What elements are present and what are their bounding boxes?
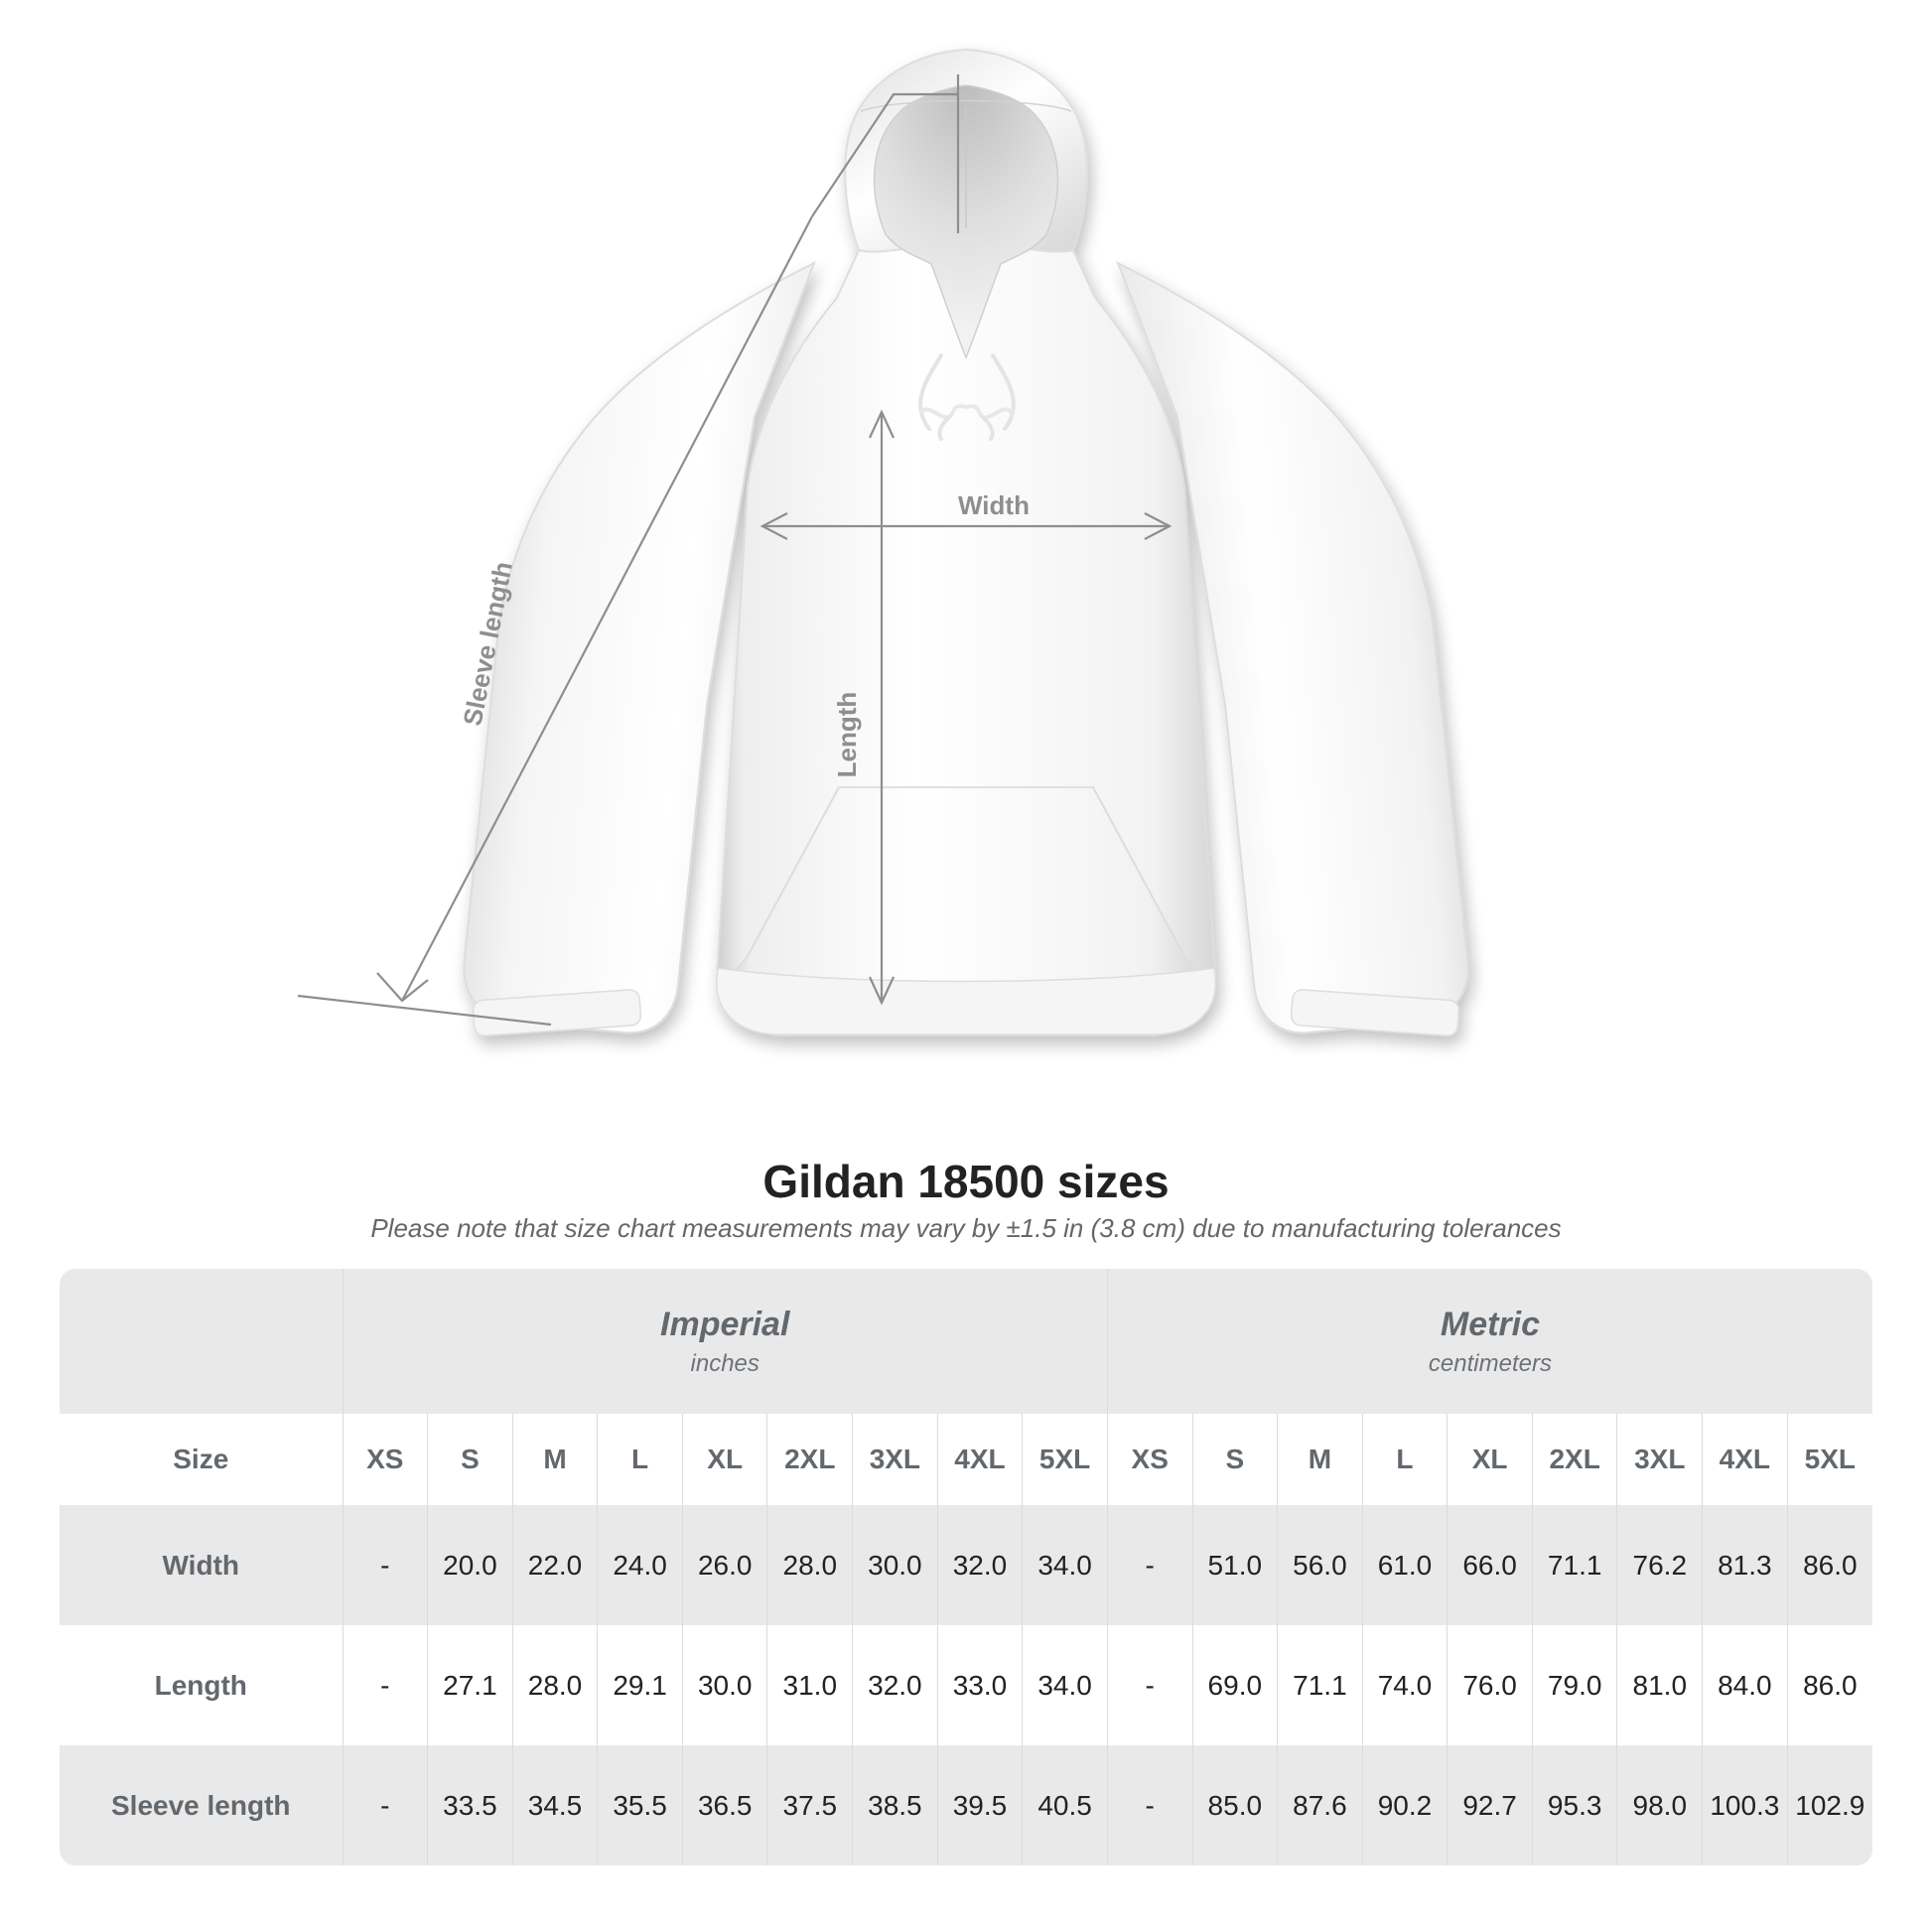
svg-text:Width: Width: [958, 490, 1030, 520]
svg-text:Length: Length: [832, 692, 862, 778]
